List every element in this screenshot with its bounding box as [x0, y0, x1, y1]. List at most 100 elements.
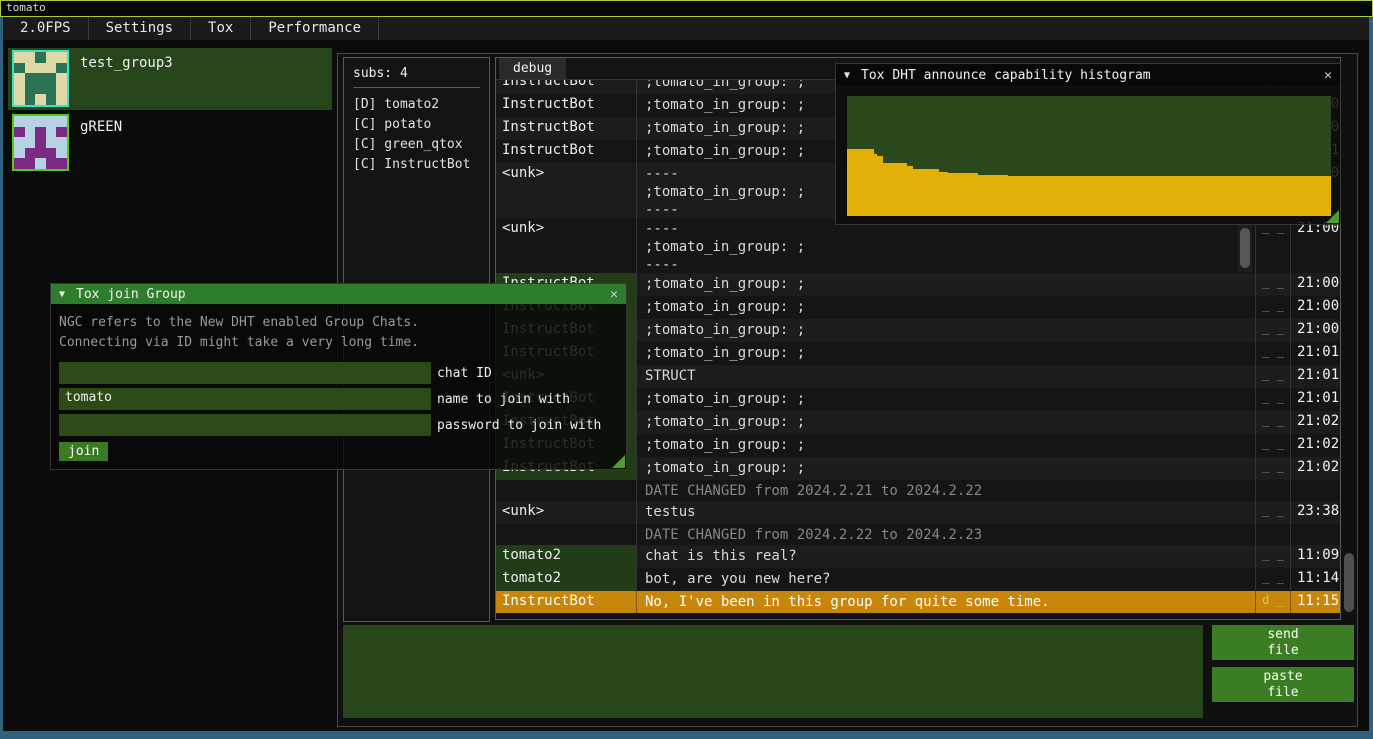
dht-histogram-titlebar[interactable]: ▼ Tox DHT announce capability histogram … — [836, 64, 1340, 86]
chat-message-row[interactable]: <unk> testus _ _ 23:38 — [496, 501, 1340, 524]
avatar-pixel — [35, 83, 46, 95]
message-status-cell: _ _ — [1256, 273, 1291, 296]
chat-message-row[interactable]: <unk>---- ;tomato_in_group: ; ----_ _ 21:… — [496, 218, 1340, 273]
date-separator-row[interactable]: DATE CHANGED from 2024.2.22 to 2024.2.23 — [496, 524, 1340, 545]
subs-count-label: subs: 4 — [353, 66, 408, 81]
message-text-cell: ;tomato_in_group: ; — [637, 296, 1256, 319]
avatar-pixel — [24, 158, 36, 169]
menu-item-settings[interactable]: Settings — [89, 17, 192, 40]
avatar-pixel — [24, 73, 36, 84]
resize-grip[interactable] — [1326, 210, 1339, 223]
avatar-pixel — [14, 73, 25, 84]
join-info-line-2: Connecting via ID might take a very long… — [59, 335, 420, 350]
avatar-pixel — [45, 147, 57, 159]
message-status-cell — [1256, 480, 1291, 501]
avatar-pixel — [24, 94, 36, 105]
menu-bar: 2.0FPS Settings Tox Performance — [3, 17, 1369, 40]
avatar-pixel — [45, 83, 57, 95]
message-time-cell: 11:15 — [1297, 593, 1340, 609]
join-button[interactable]: join — [59, 442, 109, 461]
avatar-pixel — [14, 94, 25, 105]
histogram-bar — [939, 171, 948, 216]
message-scrollbar-thumb[interactable] — [1240, 228, 1250, 268]
avatar-pixel — [35, 94, 46, 105]
join-name-label: name to join with — [437, 391, 571, 407]
join-field-row: tomato name to join with — [59, 388, 618, 410]
collapse-arrow-icon[interactable]: ▼ — [844, 69, 851, 81]
chat-message-row[interactable]: tomato2 bot, are you new here? _ _ 11:14 — [496, 568, 1340, 591]
collapse-arrow-icon[interactable]: ▼ — [59, 288, 66, 300]
avatar-pixel — [35, 137, 46, 148]
avatar-pixel — [24, 126, 36, 138]
window-border-left — [0, 17, 3, 731]
chat-id-input[interactable] — [59, 362, 431, 384]
avatar-pixel — [56, 126, 67, 138]
window-titlebar[interactable]: tomato — [0, 0, 1373, 17]
message-input[interactable] — [343, 625, 1203, 718]
member-item[interactable]: [C] green_qtox — [353, 137, 463, 152]
menu-item-performance[interactable]: Performance — [251, 17, 380, 40]
avatar-pixel — [45, 73, 57, 84]
group-item-test_group3[interactable]: test_group3 — [8, 48, 332, 110]
message-text-cell: ;tomato_in_group: ; — [637, 434, 1256, 457]
date-changed-text: DATE CHANGED from 2024.2.22 to 2024.2.23 — [637, 524, 1256, 545]
message-time-cell: 21:02 — [1297, 459, 1340, 475]
histogram-bar — [847, 148, 874, 216]
subs-member-list: [D] tomato2 [C] potato [C] green_qtox [C] I… — [353, 95, 480, 175]
avatar-pixel — [45, 94, 57, 105]
message-time-cell: 11:14 — [1297, 570, 1340, 586]
chat-message-row[interactable]: InstructBot No, I've been in this group f… — [496, 591, 1340, 613]
join-fields: chat ID tomato name to join with password t… — [59, 362, 618, 436]
paste-file-button[interactable]: paste file — [1212, 667, 1354, 702]
avatar-pixel — [56, 83, 67, 95]
group-item-gREEN[interactable]: gREEN — [8, 112, 332, 174]
avatar-pixel — [45, 52, 57, 63]
close-icon[interactable]: ✕ — [610, 286, 618, 302]
avatar-pixel — [24, 116, 36, 127]
message-text-cell: ;tomato_in_group: ; — [637, 342, 1256, 365]
dht-histogram-title: Tox DHT announce capability histogram — [861, 67, 1151, 83]
window-border-right — [1369, 17, 1373, 731]
message-sender-cell — [496, 480, 637, 501]
message-status-cell: _ _ — [1256, 545, 1291, 568]
tab-debug[interactable]: debug — [499, 58, 567, 79]
window-border-bottom — [0, 731, 1373, 739]
avatar-pixel — [14, 137, 25, 148]
avatar-pixel — [35, 62, 46, 74]
message-text-cell: chat is this real? — [637, 545, 1256, 568]
message-sender-cell: <unk> — [496, 501, 637, 524]
message-time-cell: 21:02 — [1297, 436, 1340, 452]
close-icon[interactable]: ✕ — [1324, 67, 1332, 83]
avatar-pixel — [35, 147, 46, 159]
histogram-bar — [874, 153, 877, 216]
histogram-bar — [978, 175, 1008, 216]
member-item[interactable]: [D] tomato2 — [353, 97, 440, 112]
message-text-cell: ;tomato_in_group: ; — [637, 457, 1256, 480]
join-name-input[interactable]: tomato — [59, 388, 431, 410]
message-time-cell: 21:01 — [1297, 390, 1340, 406]
window-title: tomato — [6, 1, 46, 14]
message-status-cell: _ _ — [1256, 342, 1291, 365]
avatar-pixel — [45, 137, 57, 148]
avatar-pixel — [56, 147, 67, 159]
message-sender-cell: InstructBot — [496, 94, 637, 117]
member-item[interactable]: [C] potato — [353, 117, 432, 132]
message-status-cell: _ _ — [1256, 568, 1291, 591]
message-time-cell — [1291, 524, 1340, 545]
member-item[interactable]: [C] InstructBot — [353, 157, 471, 172]
date-separator-row[interactable]: DATE CHANGED from 2024.2.21 to 2024.2.22 — [496, 480, 1340, 501]
histogram-bar — [948, 172, 978, 216]
avatar-pixel — [35, 73, 46, 84]
send-file-button[interactable]: send file — [1212, 625, 1354, 660]
chat-message-row[interactable]: tomato2 chat is this real? _ _ 11:09 — [496, 545, 1340, 568]
message-sender-cell — [496, 524, 637, 545]
join-password-input[interactable] — [59, 414, 431, 436]
group-avatar — [12, 50, 69, 107]
message-text-cell: ;tomato_in_group: ; — [637, 319, 1256, 342]
chat-window-scrollbar-thumb[interactable] — [1344, 553, 1354, 612]
menu-item-tox[interactable]: Tox — [191, 17, 252, 40]
avatar-pixel — [24, 83, 36, 95]
resize-grip[interactable] — [612, 455, 625, 468]
menu-item-2-0fps[interactable]: 2.0FPS — [3, 17, 89, 40]
join-group-titlebar[interactable]: ▼ Tox join Group ✕ — [51, 284, 626, 304]
